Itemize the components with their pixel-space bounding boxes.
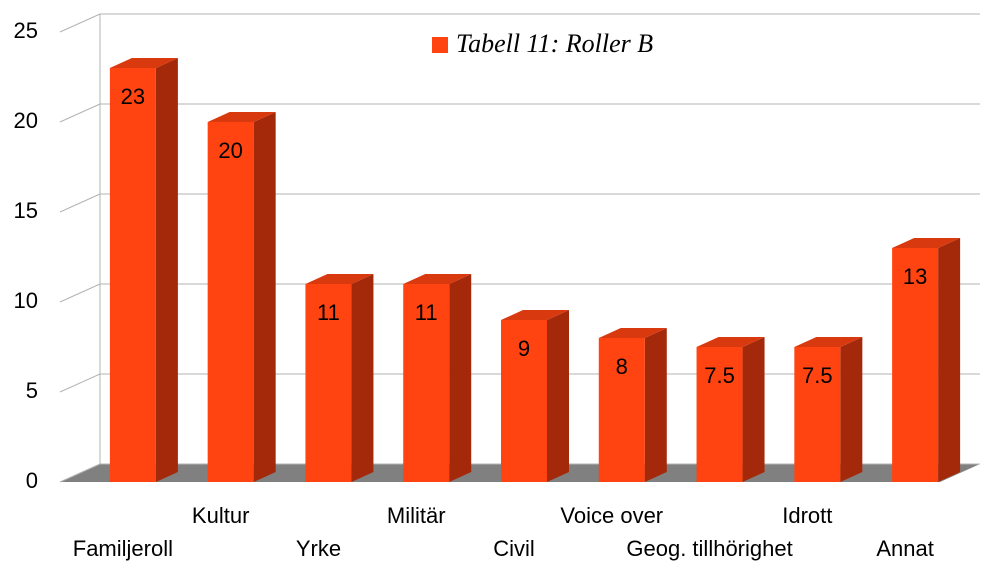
x-tick-label: Idrott (782, 503, 832, 528)
bar (207, 122, 254, 482)
y-tick-label: 5 (26, 378, 38, 403)
data-label: 7.5 (704, 363, 735, 388)
bar (403, 284, 450, 482)
bar-side (449, 274, 472, 482)
bar-top (501, 310, 569, 320)
bar-side (253, 112, 276, 482)
bar-top (207, 112, 276, 122)
bar (892, 248, 939, 482)
data-label: 9 (518, 336, 530, 361)
data-label: 23 (121, 84, 145, 109)
bar-top (403, 274, 472, 284)
bar-top (696, 337, 765, 347)
grid-line-side (59, 13, 101, 33)
bar-side (547, 310, 569, 482)
x-tick-label: Voice over (560, 503, 663, 528)
bar (794, 347, 841, 482)
data-label: 7.5 (802, 363, 833, 388)
y-tick-label: 10 (14, 288, 38, 313)
x-tick-label: Kultur (192, 503, 249, 528)
bar-side (351, 274, 374, 482)
x-tick-label: Yrke (296, 536, 341, 561)
grid-line-side (59, 373, 101, 393)
bar-group (892, 238, 961, 482)
x-tick-label: Militär (387, 503, 446, 528)
grid-line-side (59, 193, 101, 213)
bar-side (644, 328, 667, 482)
bar-group (403, 274, 472, 482)
bar (501, 320, 547, 482)
data-label: 11 (317, 300, 340, 325)
bar-side (742, 337, 765, 482)
bar-side (155, 58, 178, 482)
y-tick-label: 25 (14, 18, 38, 43)
bar (598, 338, 645, 482)
bar-group (696, 337, 765, 482)
bar-top (305, 274, 374, 284)
bar-group (305, 274, 374, 482)
bar-group (598, 328, 667, 482)
x-tick-label: Annat (876, 536, 934, 561)
bar-side (938, 238, 961, 482)
y-tick-label: 20 (14, 108, 38, 133)
x-tick-label: Civil (493, 536, 535, 561)
bar-group (109, 58, 178, 482)
bar (305, 284, 352, 482)
bar-side (840, 337, 863, 482)
data-label: 8 (616, 354, 628, 379)
bar-group (794, 337, 863, 482)
legend-text: Tabell 11: Roller B (456, 29, 653, 58)
bar-top (109, 58, 178, 68)
bar-top (892, 238, 961, 248)
y-tick-label: 15 (14, 198, 38, 223)
x-tick-label: Geog. tillhörighet (626, 536, 792, 561)
data-label: 20 (218, 138, 242, 163)
legend-swatch (432, 37, 448, 53)
bar-group (501, 310, 569, 482)
bar-top (598, 328, 667, 338)
grid-line-side (59, 283, 101, 303)
bar (109, 68, 156, 482)
y-tick-label: 0 (26, 468, 38, 493)
data-label: 11 (415, 300, 438, 325)
bar-top (794, 337, 863, 347)
bar-group (207, 112, 276, 482)
data-label: 13 (903, 264, 927, 289)
x-tick-label: Familjeroll (73, 536, 173, 561)
bar (696, 347, 743, 482)
grid-line-side (59, 103, 101, 123)
grid-line-side (59, 463, 101, 483)
